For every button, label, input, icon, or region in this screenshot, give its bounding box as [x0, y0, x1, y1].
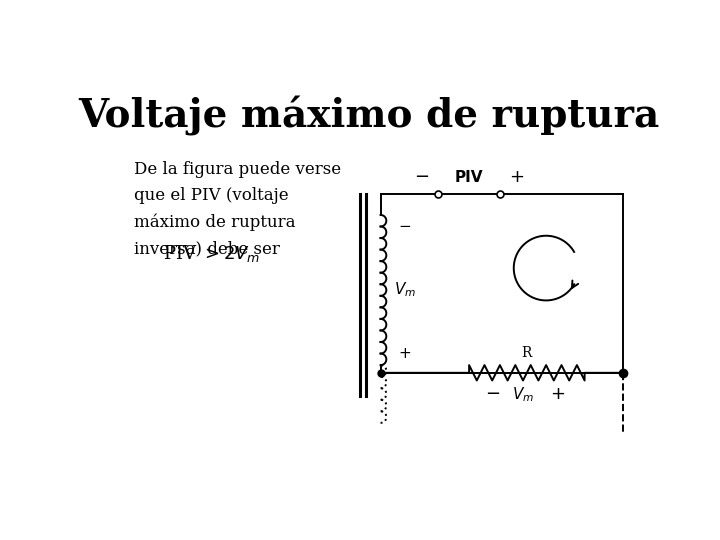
Text: PIV: PIV — [455, 170, 483, 185]
Text: De la figura puede verse
que el PIV (voltaje
máximo de ruptura
inversa) debe ser: De la figura puede verse que el PIV (vol… — [134, 161, 341, 257]
Text: $V_m$: $V_m$ — [512, 385, 534, 404]
Text: +: + — [550, 386, 565, 403]
Text: Voltaje máximo de ruptura: Voltaje máximo de ruptura — [78, 96, 660, 136]
Text: $V_m$: $V_m$ — [394, 281, 416, 299]
Text: +: + — [509, 168, 524, 186]
Text: −: − — [485, 386, 500, 403]
Text: −: − — [399, 219, 412, 234]
Text: −: − — [414, 168, 429, 186]
Text: +: + — [399, 346, 412, 361]
Text: PIV $> 2V_m$: PIV $> 2V_m$ — [163, 243, 260, 264]
Text: R: R — [522, 347, 532, 361]
